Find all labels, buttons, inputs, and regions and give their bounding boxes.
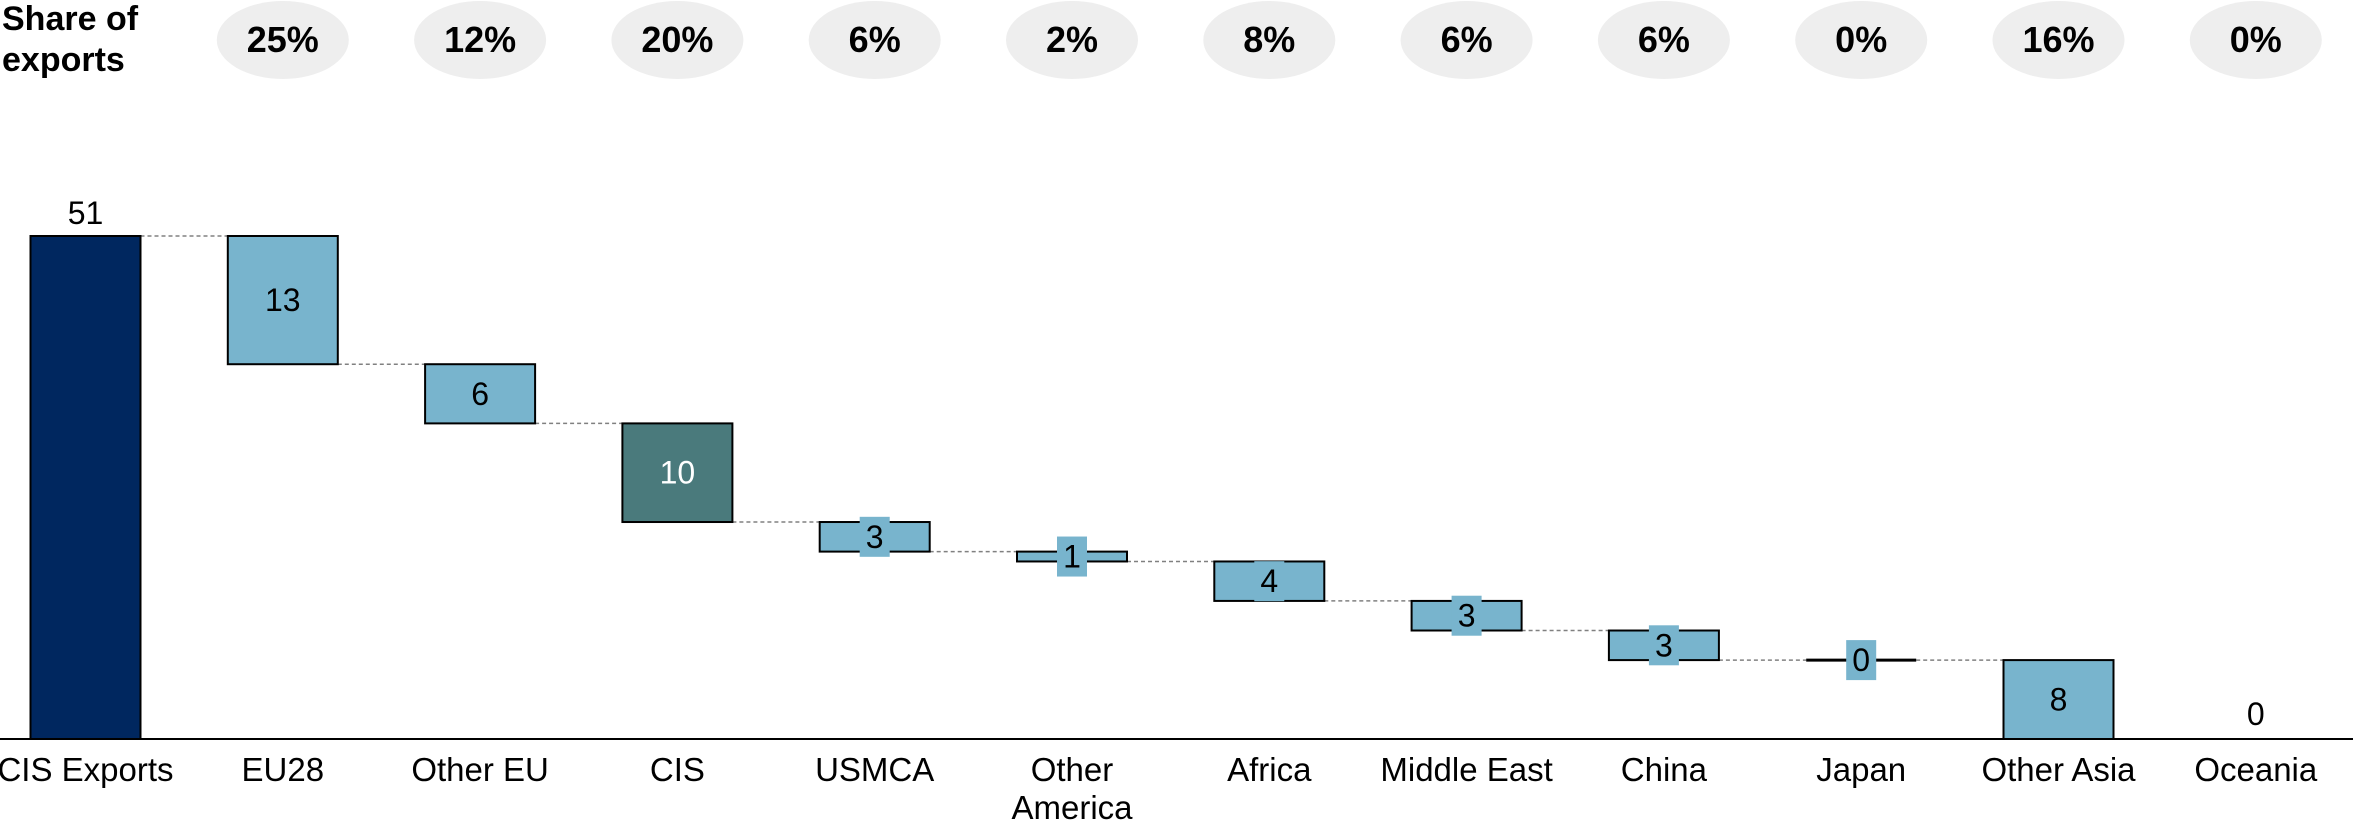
value-label-box-7: [1451, 595, 1482, 636]
share-bubble-5: [1006, 1, 1138, 79]
category-label-6: Africa: [1227, 751, 1312, 788]
value-label-7: 3: [1458, 598, 1476, 634]
category-label-2: Other EU: [411, 751, 549, 788]
value-label-box-5: [1057, 536, 1087, 577]
share-bubble-10: [1992, 1, 2125, 79]
share-bubble-7: [1400, 1, 1533, 79]
share-bubble-3: [611, 1, 744, 79]
share-value-9: 0%: [1835, 19, 1887, 60]
share-value-7: 6%: [1441, 19, 1493, 60]
share-bubble-11: [2189, 1, 2322, 79]
bar-10: [2002, 659, 2115, 740]
value-label-box-9: [1846, 640, 1877, 681]
category-label-8: China: [1621, 751, 1708, 788]
value-label-0: 51: [68, 195, 104, 231]
value-label-10: 8: [2050, 682, 2068, 718]
bar-2: [424, 363, 537, 425]
category-label-3: CIS: [650, 751, 705, 788]
value-label-8: 3: [1655, 627, 1673, 663]
category-label-11: Oceania: [2194, 751, 2318, 788]
bar-1: [226, 235, 339, 366]
value-label-4: 3: [866, 519, 884, 555]
bar-0: [29, 235, 142, 740]
share-bubble-6: [1203, 1, 1336, 79]
category-label-4: USMCA: [815, 751, 934, 788]
value-label-3: 10: [660, 455, 696, 491]
share-value-5: 2%: [1046, 19, 1098, 60]
value-label-1: 13: [265, 282, 301, 318]
share-bubble-4: [808, 1, 941, 79]
value-label-box-4: [859, 516, 890, 557]
share-value-3: 20%: [641, 19, 713, 60]
category-label-1: EU28: [242, 751, 325, 788]
share-header-line2: exports: [2, 41, 125, 79]
share-bubble-2: [414, 1, 547, 79]
share-bubble-8: [1597, 1, 1730, 79]
share-bubble-1: [216, 1, 349, 79]
category-label-0: CIS Exports: [0, 751, 174, 788]
share-header-line1: Share of: [2, 0, 139, 38]
category-label-7: Middle East: [1380, 751, 1552, 788]
category-label-10: Other Asia: [1981, 751, 2136, 788]
value-label-11: 0: [2247, 696, 2265, 732]
value-label-2: 6: [471, 376, 489, 412]
value-label-9: 0: [1852, 642, 1870, 678]
share-value-11: 0%: [2230, 19, 2282, 60]
category-label-5: Other America: [1011, 751, 1133, 826]
value-label-box-6: [1254, 561, 1285, 602]
share-value-8: 6%: [1638, 19, 1690, 60]
share-value-4: 6%: [849, 19, 901, 60]
value-label-6: 4: [1260, 563, 1278, 599]
share-value-10: 16%: [2022, 19, 2094, 60]
value-label-5: 1: [1063, 539, 1081, 575]
share-value-2: 12%: [444, 19, 516, 60]
share-bubble-9: [1795, 1, 1928, 79]
share-value-1: 25%: [247, 19, 319, 60]
share-value-6: 8%: [1243, 19, 1295, 60]
value-label-box-8: [1648, 625, 1679, 666]
bar-3: [621, 422, 734, 524]
category-label-9: Japan: [1816, 751, 1906, 788]
